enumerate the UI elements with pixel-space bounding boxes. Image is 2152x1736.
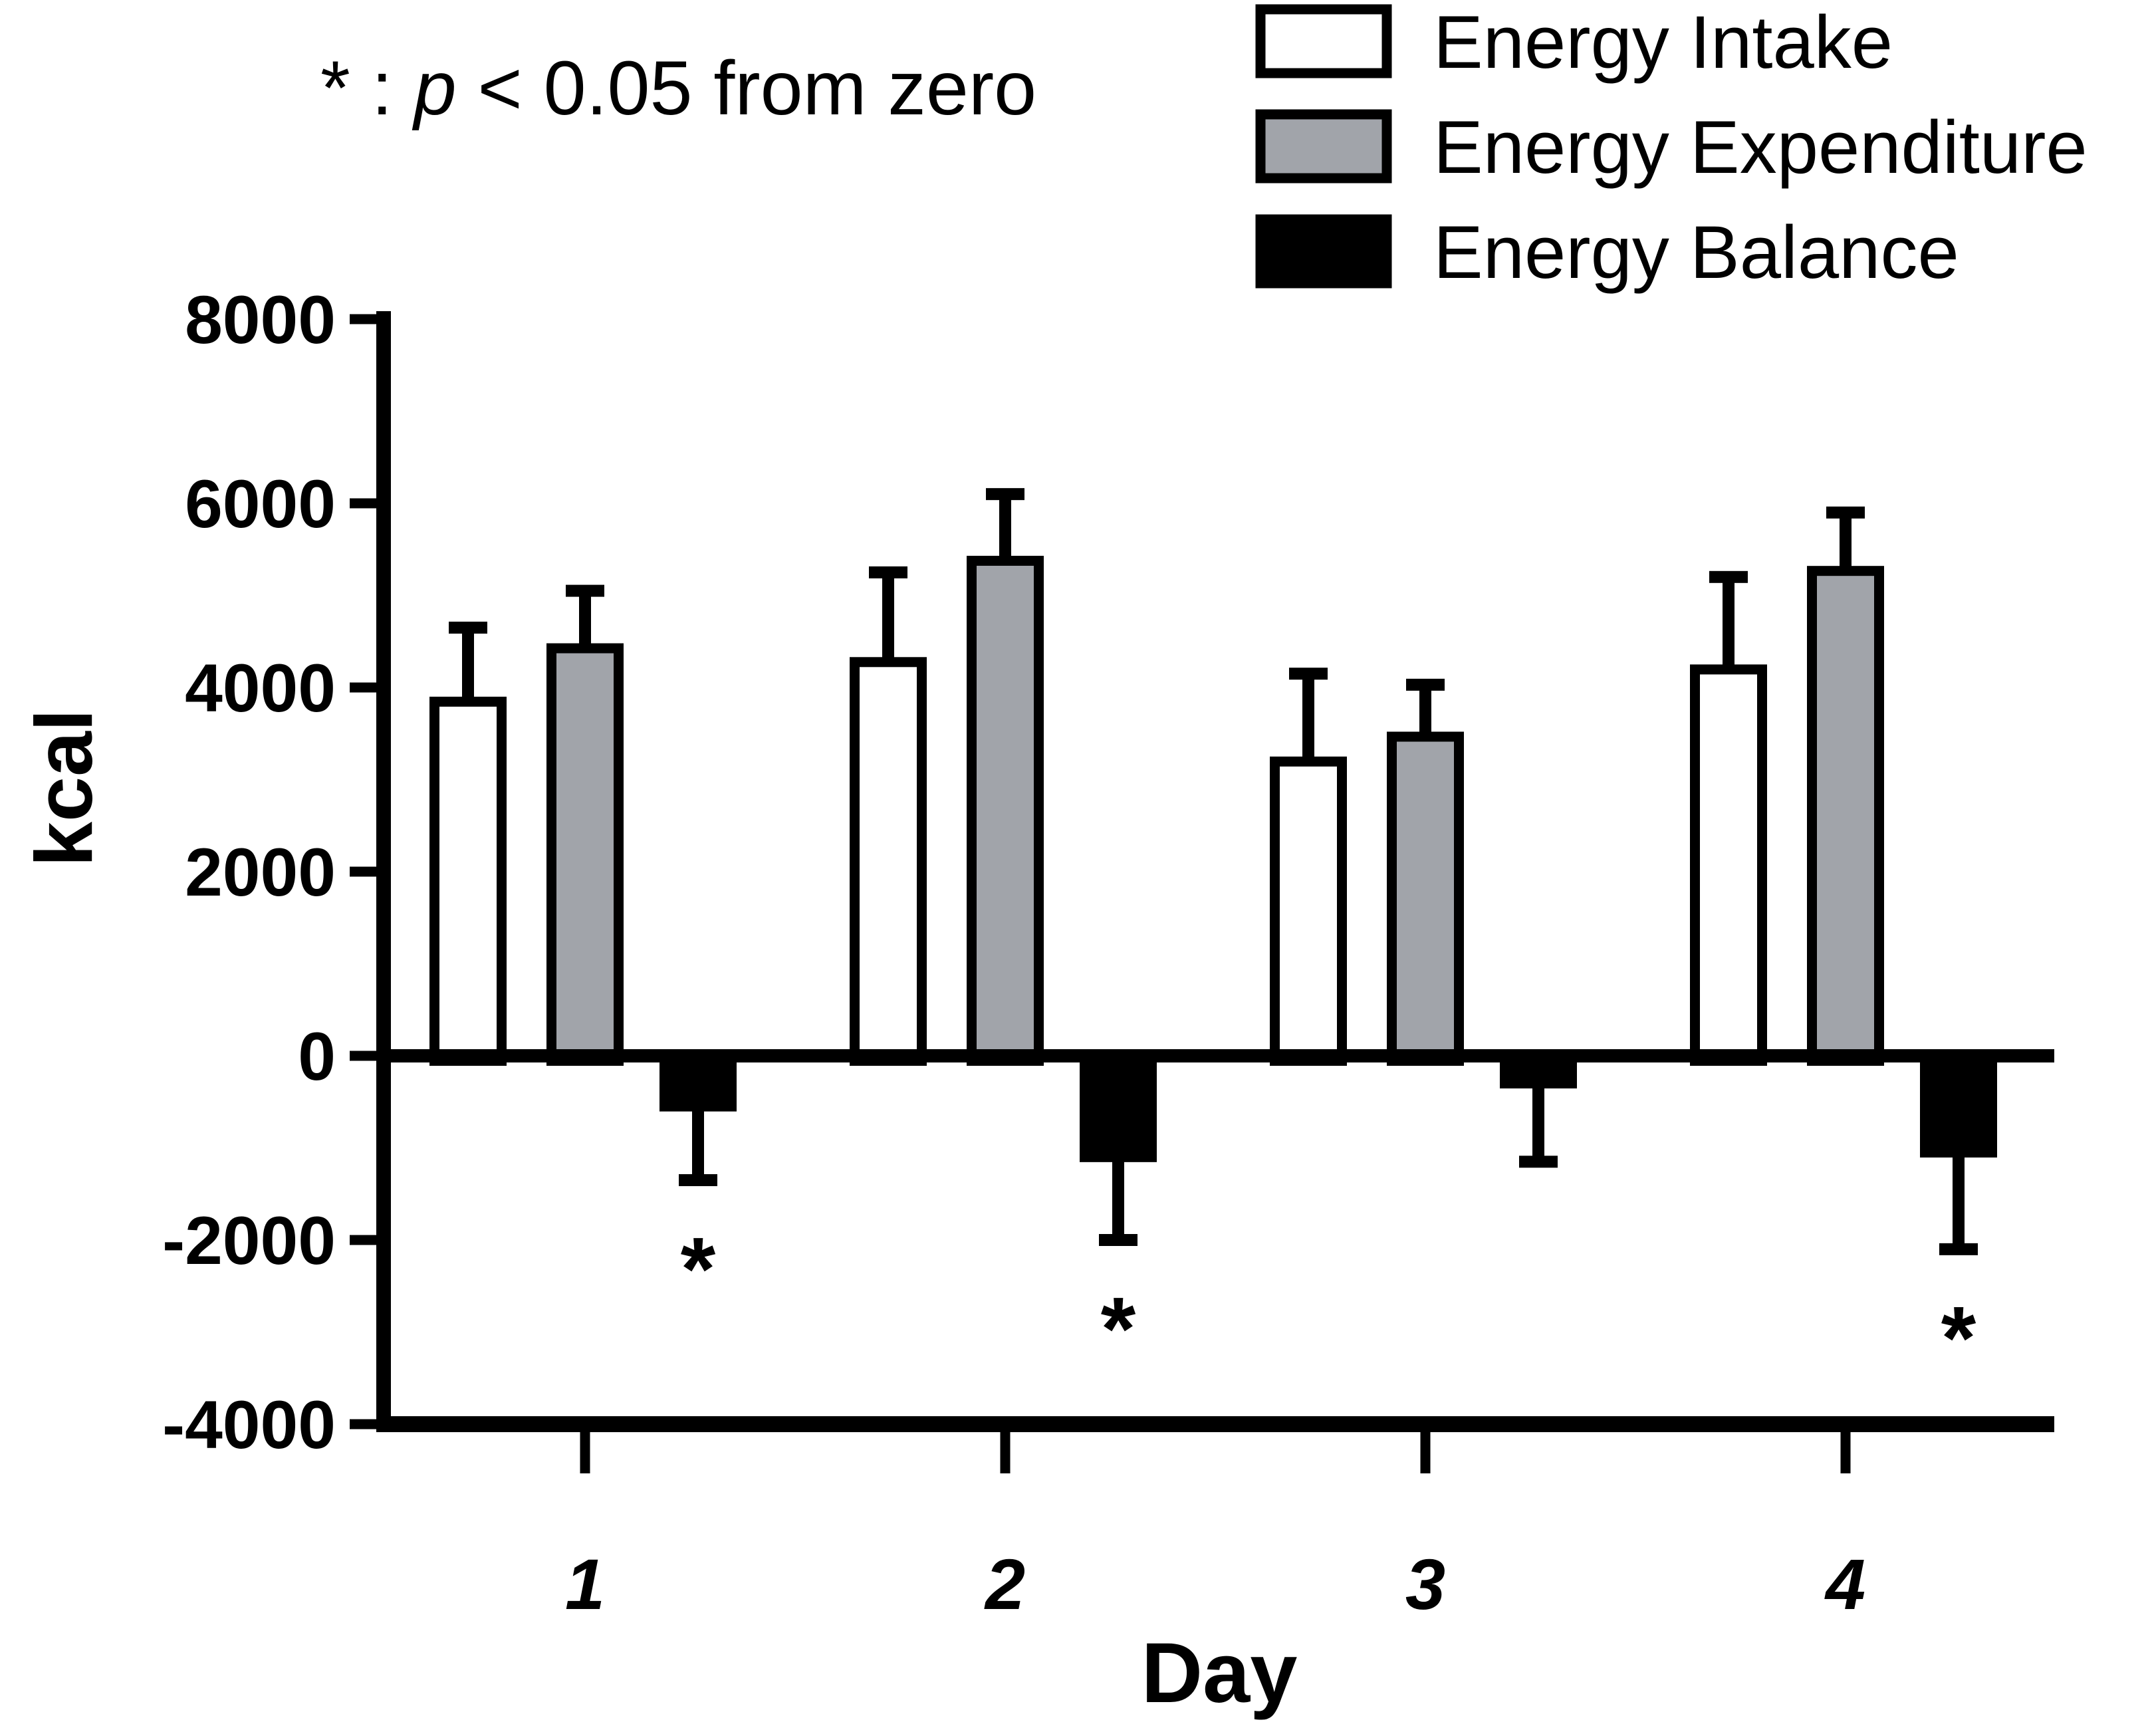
error-bar-cap xyxy=(449,621,487,634)
error-bar-whisker xyxy=(999,494,1011,574)
x-tick xyxy=(580,1432,590,1473)
significance-note-p: p xyxy=(412,46,457,131)
legend-swatch-energy-expenditure xyxy=(1255,109,1392,184)
significance-note-symbol: * : xyxy=(320,46,414,131)
y-tick xyxy=(350,1419,376,1429)
significance-note: * : p < 0.05 from zero xyxy=(320,46,1036,131)
error-bar-cap xyxy=(1519,1156,1558,1168)
x-tick-label: 1 xyxy=(565,1544,605,1624)
error-bar-whisker xyxy=(1112,1138,1124,1240)
bar-energy-expenditure-day-3 xyxy=(1387,731,1464,1066)
bar-energy-expenditure-day-4 xyxy=(1807,566,1884,1066)
x-tick xyxy=(1420,1432,1431,1473)
error-bar-cap xyxy=(1826,506,1865,519)
significance-note-threshold: < 0.05 from zero xyxy=(478,46,1037,131)
y-tick-label: 8000 xyxy=(185,282,336,358)
legend-label-energy-intake: Energy Intake xyxy=(1433,1,1893,84)
y-tick-label: 2000 xyxy=(185,834,336,910)
bar-energy-intake-day-4 xyxy=(1690,664,1767,1066)
y-axis-title: kcal xyxy=(19,709,109,866)
error-bar-whisker xyxy=(1302,674,1314,775)
bar-energy-intake-day-2 xyxy=(850,657,927,1066)
y-tick xyxy=(350,498,376,509)
significance-marks-layer: * * * xyxy=(681,1219,1976,1388)
legend-label-energy-expenditure: Energy Expenditure xyxy=(1433,106,2088,189)
y-tick-label: 4000 xyxy=(185,650,336,726)
legend-swatch-energy-intake xyxy=(1255,4,1392,78)
significance-asterisk-day-1: * xyxy=(681,1219,716,1319)
error-bar-cap xyxy=(1289,668,1328,680)
y-tick-label: 0 xyxy=(298,1019,336,1094)
legend-swatch-energy-balance xyxy=(1255,214,1392,289)
axes-layer: 8000 6000 4000 2000 0 -2000 -4000 1 2 3 4 xyxy=(162,282,2054,1624)
x-axis-bottom-line xyxy=(376,1416,2054,1432)
error-bar-whisker xyxy=(1532,1064,1544,1162)
bar-energy-balance-day-4 xyxy=(1920,1051,1997,1158)
y-tick-label: -2000 xyxy=(162,1203,336,1279)
bar-energy-expenditure-day-1 xyxy=(546,643,624,1066)
bar-energy-balance-day-2 xyxy=(1080,1051,1157,1162)
x-axis-zero-line xyxy=(376,1049,2054,1062)
y-tick xyxy=(350,866,376,877)
x-tick-label: 3 xyxy=(1405,1544,1445,1624)
bar-energy-expenditure-day-2 xyxy=(967,555,1044,1066)
error-bar-whisker xyxy=(1723,576,1734,683)
y-axis-spine xyxy=(376,311,391,1432)
significance-asterisk-day-4: * xyxy=(1941,1288,1976,1388)
error-bar-cap xyxy=(986,488,1024,501)
x-tick-label: 2 xyxy=(984,1544,1025,1624)
x-tick xyxy=(1000,1432,1011,1473)
x-tick xyxy=(1840,1432,1851,1473)
legend-label-energy-balance: Energy Balance xyxy=(1433,211,1959,294)
error-bar-cap xyxy=(1939,1243,1978,1255)
error-bar-whisker xyxy=(882,572,894,676)
y-tick-label: -4000 xyxy=(162,1387,336,1463)
error-bar-cap xyxy=(1099,1234,1137,1246)
legend: Energy Intake Energy Expenditure Energy Ba… xyxy=(1255,1,2088,294)
y-tick-label: 6000 xyxy=(185,466,336,542)
y-tick xyxy=(350,1235,376,1245)
bars-layer xyxy=(429,555,1997,1162)
x-tick-label: 4 xyxy=(1824,1544,1865,1624)
bar-energy-balance-day-1 xyxy=(659,1051,737,1112)
significance-asterisk-day-2: * xyxy=(1101,1279,1136,1379)
error-bar-whisker xyxy=(462,627,474,715)
y-tick xyxy=(350,314,376,324)
error-bar-cap xyxy=(1709,570,1748,583)
bar-energy-intake-day-1 xyxy=(429,696,507,1066)
error-bar-cap xyxy=(679,1174,717,1186)
error-bar-cap xyxy=(1406,678,1445,691)
bar-energy-intake-day-3 xyxy=(1270,756,1347,1066)
error-bar-whisker xyxy=(1953,1134,1965,1249)
y-tick xyxy=(350,1051,376,1061)
error-bar-cap xyxy=(566,584,604,597)
y-tick xyxy=(350,682,376,693)
error-bar-cap xyxy=(869,566,907,578)
x-axis-title: Day xyxy=(1141,1626,1298,1721)
